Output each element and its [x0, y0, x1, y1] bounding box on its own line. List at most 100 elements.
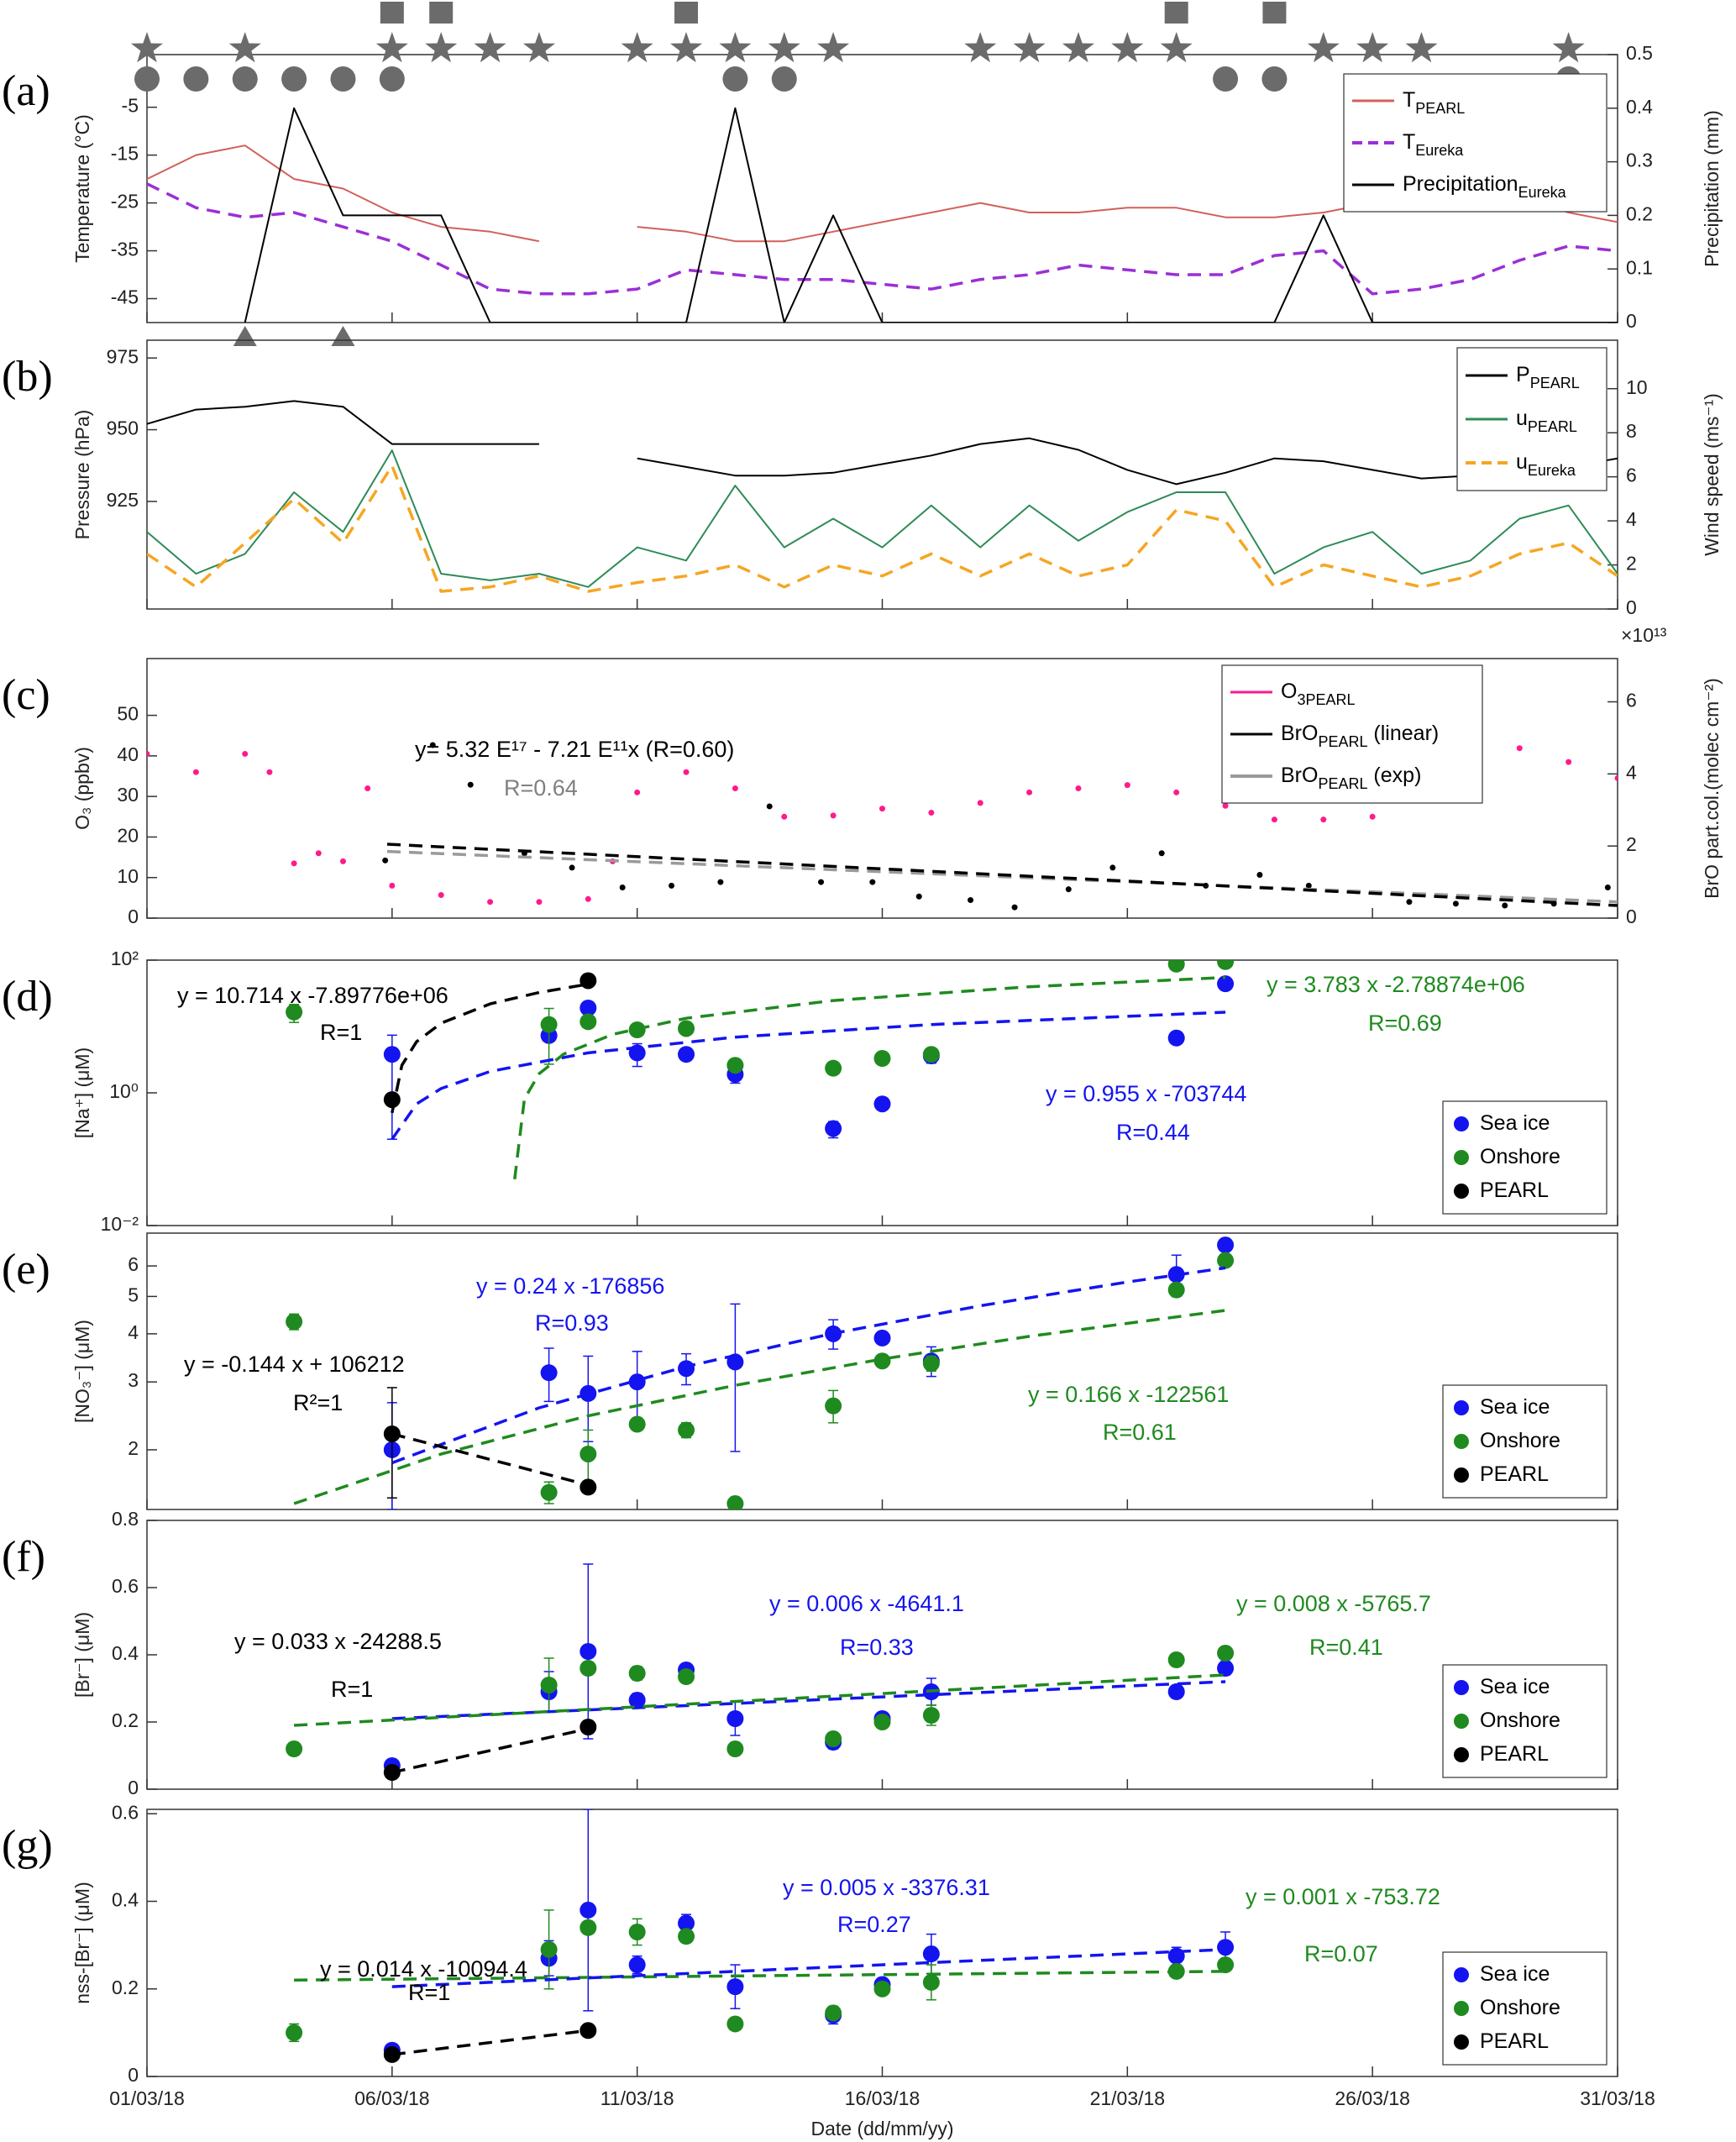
point — [1217, 1939, 1235, 1956]
y-axis-label: O₃ (ppbv) — [71, 747, 93, 830]
star-marker — [1356, 32, 1389, 63]
legend-label: PEARL — [1480, 1742, 1549, 1766]
annotation: R=0.07 — [1304, 1941, 1378, 1966]
dashed-line — [391, 1011, 1226, 1141]
y-tick-label: -35 — [111, 239, 139, 260]
dot — [266, 769, 273, 775]
legend-swatch — [1454, 1747, 1469, 1762]
y-axis-label: [Na⁺] (μM) — [71, 1047, 93, 1138]
dot — [1011, 904, 1018, 911]
y2-tick-label: 0 — [1626, 596, 1637, 618]
circle-marker — [722, 66, 748, 92]
point — [873, 1714, 891, 1730]
dot — [1566, 759, 1572, 765]
dot — [242, 750, 249, 757]
annotation: y = 10.714 x -7.89776e+06 — [177, 983, 448, 1008]
dot — [438, 891, 444, 898]
legend-swatch — [1454, 1967, 1469, 1982]
legend-name: Sea ice — [1480, 1962, 1550, 1986]
point — [1217, 1660, 1235, 1677]
y-axis-label: [Br⁻] (μM) — [71, 1612, 93, 1698]
dot — [683, 769, 690, 775]
legend-swatch — [1454, 1150, 1469, 1165]
legend-label: PrecipitationEureka — [1403, 172, 1567, 201]
point — [540, 1483, 558, 1501]
series-group — [147, 400, 1618, 593]
square-marker — [1164, 2, 1188, 24]
point — [580, 972, 597, 990]
dashed-line — [513, 975, 1226, 1180]
legend-name: PEARL — [1480, 1742, 1549, 1766]
y-tick-label: 50 — [117, 703, 139, 725]
dot — [1109, 864, 1116, 871]
legend-suffix: (linear) — [1367, 722, 1439, 745]
legend-name: Onshore — [1480, 1145, 1560, 1168]
legend-label: uEureka — [1516, 450, 1576, 479]
y-tick-label: 975 — [107, 345, 139, 367]
y-axis-label: nss-[Br⁻] (μM) — [71, 1882, 93, 2004]
point — [678, 1928, 695, 1945]
dot — [1369, 813, 1376, 820]
annotation: y= 5.32 E¹⁷ - 7.21 E¹¹x (R=0.60) — [415, 737, 734, 762]
point — [678, 1421, 695, 1439]
circle-marker — [183, 66, 209, 92]
point — [873, 1980, 891, 1998]
legend-swatch — [1454, 1680, 1469, 1695]
point — [286, 1313, 303, 1331]
y-axis-label: Pressure (hPa) — [71, 410, 93, 540]
legend-sub: Eureka — [1518, 184, 1567, 201]
line — [147, 449, 1618, 588]
annotation: R=0.41 — [1309, 1635, 1383, 1660]
circle-marker — [379, 66, 405, 92]
y-tick-label: 2 — [128, 1437, 139, 1459]
point — [580, 1478, 597, 1496]
point — [286, 2024, 303, 2041]
legend-suffix: (exp) — [1367, 764, 1421, 787]
point — [1217, 960, 1235, 970]
dashed-line — [391, 1680, 1226, 1720]
point — [540, 1677, 558, 1693]
legend-sub: PEARL — [1530, 375, 1580, 391]
legend-swatch — [1454, 1714, 1469, 1729]
annotation: R=0.64 — [504, 775, 578, 801]
dot — [1065, 886, 1072, 893]
legend-label: O3PEARL — [1281, 680, 1356, 708]
annotation: R=1 — [408, 1980, 450, 2005]
y-tick-label: 0.8 — [112, 1508, 139, 1530]
circle-marker — [232, 66, 258, 92]
point — [873, 1050, 891, 1068]
point — [1217, 1236, 1235, 1254]
legend-box — [1442, 1100, 1608, 1215]
x-tick-label: 11/03/18 — [601, 2087, 674, 2109]
dot — [830, 812, 837, 819]
dashed-line — [386, 843, 1618, 907]
x-axis-label: Date (dd/mm/yy) — [811, 2118, 954, 2139]
legend-box — [1442, 1384, 1608, 1499]
dashed-line — [391, 982, 589, 1114]
dashed-line — [391, 1432, 589, 1487]
y-tick-label: 3 — [128, 1369, 139, 1391]
point — [678, 1046, 695, 1063]
legend-box — [1442, 1951, 1608, 2066]
annotation: y = 0.008 x -5765.7 — [1236, 1591, 1431, 1616]
dot — [382, 857, 389, 864]
legend-name: PEARL — [1480, 2029, 1549, 2053]
dot — [915, 893, 922, 900]
y2-tick-label: 4 — [1626, 761, 1637, 783]
y-tick-label: 925 — [107, 489, 139, 511]
legend-sub: PEARL — [1528, 418, 1577, 435]
dot — [1502, 902, 1508, 909]
legend-label: PEARL — [1480, 2029, 1549, 2053]
dot — [1158, 850, 1165, 857]
y-tick-label: 0.2 — [112, 1709, 139, 1731]
legend-label: Onshore — [1480, 1709, 1560, 1732]
circle-marker — [281, 66, 307, 92]
point — [873, 1352, 891, 1370]
y-tick-label: -45 — [111, 286, 139, 308]
circle-marker — [771, 66, 797, 92]
star-marker — [670, 32, 703, 63]
y2-tick-label: 0 — [1626, 906, 1637, 927]
legend-label: BrOPEARL (linear) — [1281, 722, 1439, 750]
dot — [1320, 816, 1327, 823]
y2-tick-label: 0.1 — [1626, 256, 1653, 278]
